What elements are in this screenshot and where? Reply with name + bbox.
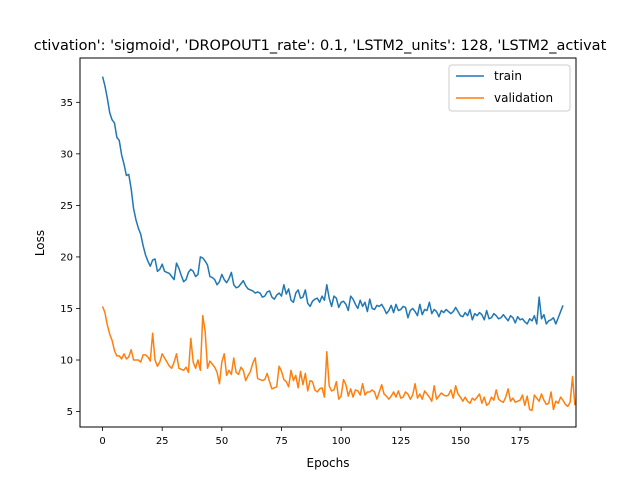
x-axis-label: Epochs (307, 456, 350, 470)
y-tick-label: 35 (60, 98, 73, 109)
legend: train validation (448, 64, 571, 112)
y-tick-label: 15 (60, 304, 73, 315)
y-tick-label: 20 (60, 252, 73, 263)
x-tick-label: 50 (215, 436, 228, 447)
y-tick-label: 5 (67, 407, 73, 418)
x-tick-label: 175 (511, 436, 530, 447)
axes-frame (79, 57, 577, 428)
y-axis-ticks: 5 10 15 20 25 30 35 (60, 98, 80, 418)
plot-lines (101, 76, 576, 412)
y-tick-label: 10 (60, 356, 73, 367)
series-line-validation (101, 306, 576, 412)
y-tick-label: 25 (60, 201, 73, 212)
x-tick-label: 100 (332, 436, 351, 447)
y-tick-label: 30 (60, 149, 73, 160)
legend-label-validation: validation (494, 91, 553, 105)
x-axis-ticks: 0 25 50 75 100 125 150 175 (99, 427, 530, 447)
x-tick-label: 75 (275, 436, 288, 447)
x-tick-label: 125 (391, 436, 410, 447)
x-tick-label: 0 (99, 436, 105, 447)
chart-title: ctivation': 'sigmoid', 'DROPOUT1_rate': … (34, 38, 607, 54)
y-axis-label: Loss (33, 230, 47, 256)
legend-label-train: train (494, 69, 522, 83)
x-tick-label: 25 (156, 436, 169, 447)
series-line-train (101, 76, 564, 325)
x-tick-label: 150 (451, 436, 470, 447)
